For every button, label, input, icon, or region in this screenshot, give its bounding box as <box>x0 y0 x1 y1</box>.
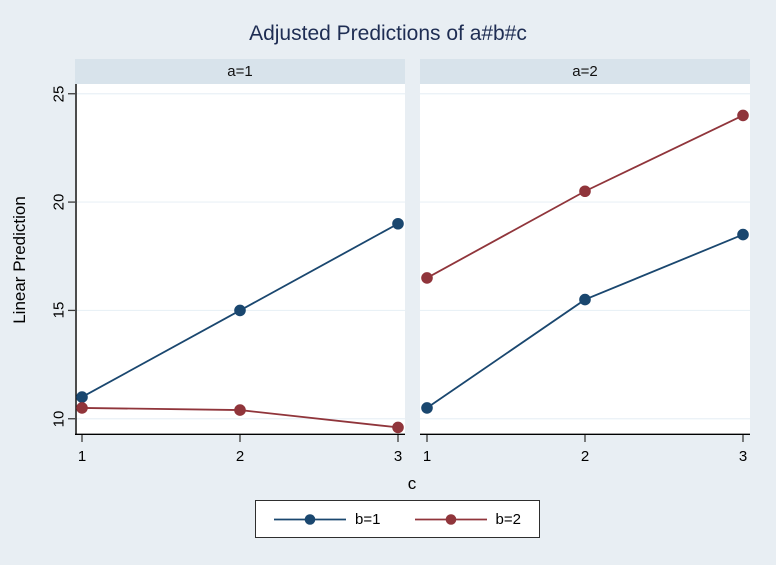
panel-a2-label: a=2 <box>572 63 598 80</box>
panel-a1-svg <box>68 84 405 442</box>
panel-a1-plot-area <box>68 84 405 442</box>
data-point-b=1 <box>737 228 749 241</box>
y-tick-label: 10 <box>50 410 68 428</box>
legend-label-b1: b=1 <box>355 510 381 528</box>
legend-label-b2: b=2 <box>495 510 521 528</box>
y-tick-label: 15 <box>50 302 68 319</box>
data-point-b=1 <box>234 304 246 317</box>
x-tick-label: 3 <box>393 448 403 465</box>
panel-a2-svg <box>420 93 750 442</box>
x-tick-label: 2 <box>235 448 245 465</box>
x-tick-label: 1 <box>422 448 432 465</box>
legend-entry-b2: b=2 <box>414 510 521 528</box>
data-point-b=2 <box>392 421 404 434</box>
panel-a1-header: a=1 <box>75 59 405 84</box>
chart-title: Adjusted Predictions of a#b#c <box>249 22 527 45</box>
legend-marker-b=1 <box>304 513 316 525</box>
y-tick-label: 20 <box>50 193 68 211</box>
legend-entry-b1: b=1 <box>274 510 381 528</box>
panel-a1: a=1 <box>68 59 405 442</box>
data-point-b=2 <box>579 185 591 198</box>
panel-a2: a=2 <box>420 59 750 442</box>
data-point-b=2 <box>421 272 433 284</box>
panel-a1-label: a=1 <box>227 63 253 80</box>
data-point-b=1 <box>392 217 404 230</box>
legend-key-b1 <box>274 513 347 525</box>
y-axis-title: Linear Prediction <box>10 196 29 324</box>
x-tick-label: 3 <box>738 448 748 465</box>
x-tick-label: 2 <box>580 448 590 465</box>
data-point-b=1 <box>76 391 88 403</box>
data-point-b=1 <box>579 293 591 306</box>
data-point-b=2 <box>234 404 246 416</box>
legend-marker-b=2 <box>445 513 456 525</box>
data-point-b=2 <box>76 402 88 414</box>
x-axis-title: c <box>407 474 417 493</box>
data-point-b=1 <box>421 402 433 414</box>
series-line-b=1 <box>426 233 744 409</box>
legend-key-b2 <box>414 513 487 525</box>
x-tick-label: 1 <box>77 448 87 465</box>
data-point-b=2 <box>737 109 749 122</box>
y-tick-label: 25 <box>50 85 68 103</box>
panel-a2-header: a=2 <box>420 59 750 84</box>
legend: b=1 b=2 <box>255 500 540 538</box>
panel-a2-plot-area <box>420 84 750 442</box>
